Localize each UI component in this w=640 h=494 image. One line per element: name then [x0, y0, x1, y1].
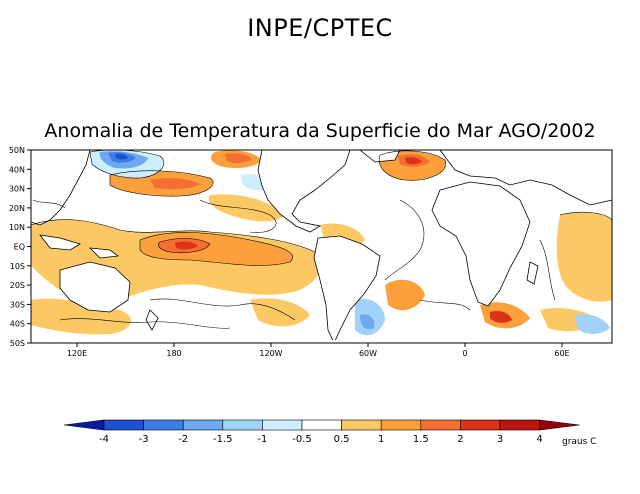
colorbar-level-label: 0.5 — [334, 434, 350, 445]
colorbar-level-label: 2 — [457, 434, 463, 445]
latitude-axis: 50N 40N 30N 20N 10N EQ 10S 20S 30S 40S 5… — [9, 146, 31, 348]
landmass-indonesia — [39, 234, 81, 251]
colorbar-level-label: -1.5 — [213, 434, 233, 445]
lat-label: 10N — [9, 223, 25, 232]
colorbar-unit-label: graus C — [562, 437, 596, 447]
lon-label: 60W — [359, 349, 377, 358]
lon-label: 0 — [462, 349, 467, 358]
lat-label: EQ — [14, 243, 25, 252]
lat-label: 50N — [9, 146, 25, 155]
colorbar-swatch — [301, 419, 342, 431]
colorbar-level-label: -3 — [139, 434, 149, 445]
landmass-antarctic-edge — [31, 340, 612, 343]
colorbar-swatch — [143, 419, 184, 431]
longitude-axis: 120E 180 120W 60W 0 60E — [67, 343, 570, 358]
colorbar-swatch — [341, 419, 382, 431]
colorbar-swatch — [460, 419, 501, 431]
colorbar-swatch — [222, 419, 263, 431]
lat-label: 20N — [9, 204, 25, 213]
lat-label: 10S — [10, 262, 25, 271]
lon-label: 120E — [67, 349, 87, 358]
landmass-madagascar — [526, 261, 539, 285]
map-title: Anomalia de Temperatura da Superficie do… — [44, 120, 596, 142]
landmass-north-america — [257, 149, 351, 233]
colorbar-level-label: 4 — [536, 434, 542, 445]
landmass-new-guinea — [88, 247, 120, 259]
landmass-africa — [431, 181, 531, 307]
lon-label: 180 — [166, 349, 181, 358]
lat-label: 20S — [10, 281, 25, 290]
colorbar-swatch — [499, 419, 540, 431]
lat-label: 30S — [10, 300, 25, 309]
landmass-australia — [59, 261, 131, 313]
lat-label: 40N — [9, 165, 25, 174]
colorbar-swatch — [380, 419, 422, 431]
colorbar-level-label: 1 — [378, 434, 384, 445]
colorbar: -4 -3 -2 -1.5 -1 -0.5 0.5 1 1.5 2 3 4 gr… — [63, 419, 596, 447]
colorbar-level-label: -1 — [257, 434, 267, 445]
lat-label: 40S — [10, 320, 25, 329]
colorbar-arrow-right — [539, 419, 580, 431]
colorbar-swatch — [262, 419, 303, 431]
colorbar-arrow-left — [63, 419, 105, 431]
colorbar-level-label: -4 — [99, 434, 109, 445]
land-masses — [30, 149, 613, 344]
landmass-new-zealand — [145, 309, 159, 331]
colorbar-swatch — [103, 419, 144, 431]
map-panel: 50N 40N 30N 20N 10N EQ 10S 20S 30S 40S 5… — [9, 146, 613, 358]
lat-label: 30N — [9, 185, 25, 194]
colorbar-swatches — [63, 419, 580, 431]
colorbar-swatch — [182, 419, 224, 431]
landmass-south-america — [313, 235, 381, 344]
colorbar-level-label: 1.5 — [413, 434, 429, 445]
colorbar-swatch — [420, 419, 461, 431]
lon-label: 120W — [259, 349, 282, 358]
lon-label: 60E — [554, 349, 569, 358]
colorbar-level-label: -0.5 — [292, 434, 312, 445]
colorbar-level-label: -2 — [178, 434, 188, 445]
page-title: INPE/CPTEC — [247, 14, 393, 42]
lat-label: 50S — [10, 339, 25, 348]
colorbar-labels: -4 -3 -2 -1.5 -1 -0.5 0.5 1 1.5 2 3 4 — [99, 434, 543, 445]
colorbar-level-label: 3 — [497, 434, 503, 445]
